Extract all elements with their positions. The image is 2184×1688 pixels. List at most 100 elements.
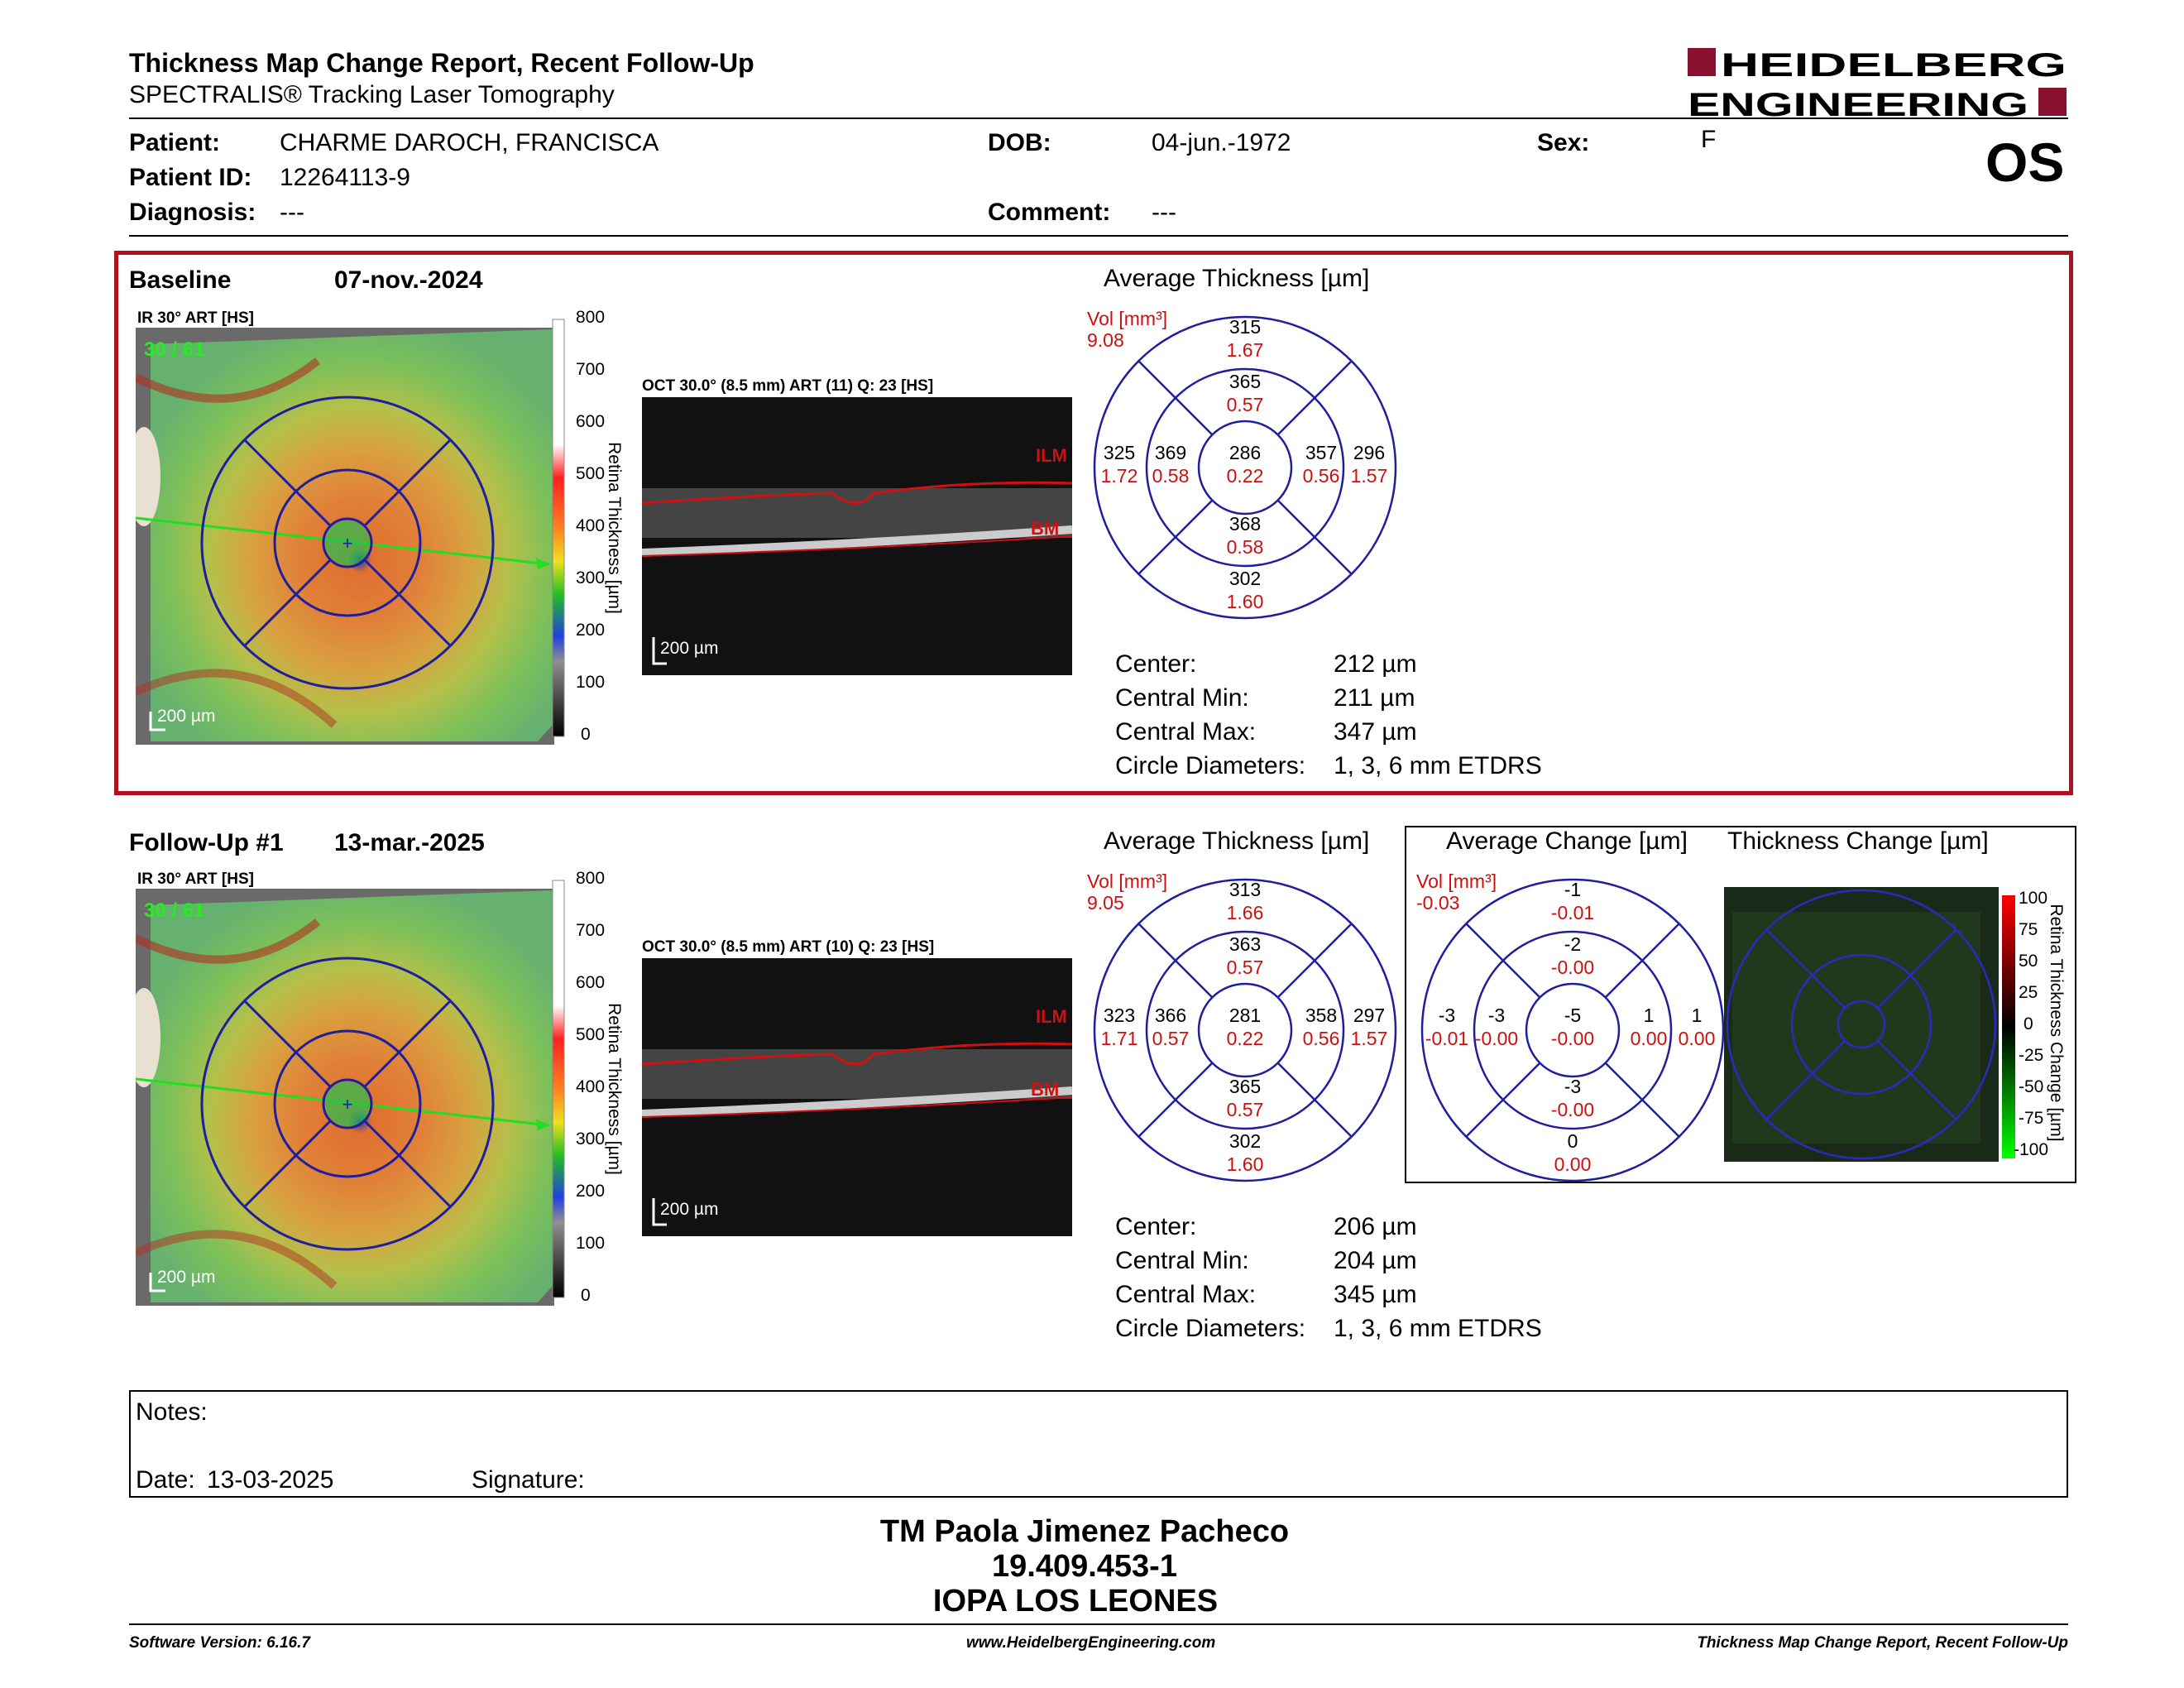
heidelberg-logo: HEIDELBERG ENGINEERING (1688, 47, 2067, 121)
grid-value: -3 (1564, 1076, 1582, 1097)
baseline-tick: 400 (576, 516, 606, 535)
followup-colorbar (552, 880, 565, 1298)
followup-oct-image: ILM BM 200 µm (642, 958, 1072, 1236)
diagnosis-label: Diagnosis: (129, 199, 256, 226)
footer-software-version: Software Version: 6.16.7 (129, 1634, 310, 1652)
baseline-oct-caption: OCT 30.0° (8.5 mm) ART (11) Q: 23 [HS] (642, 377, 934, 395)
dob-label: DOB: (988, 129, 1051, 156)
patient-id: 12264113-9 (280, 164, 410, 191)
grid-vol: 1.66 (1226, 902, 1264, 923)
change-tick: 25 (2019, 983, 2038, 1002)
patient-name: CHARME DAROCH, FRANCISCA (280, 129, 659, 156)
baseline-stat-label: Circle Diameters: (1115, 752, 1306, 779)
followup-oct-scale: 200 µm (660, 1200, 718, 1219)
grid-value: 369 (1154, 442, 1187, 463)
followup-ir-art: 30 / 61 (144, 899, 204, 922)
footer-website[interactable]: www.HeidelbergEngineering.com (966, 1634, 1216, 1652)
baseline-frame (114, 251, 2073, 795)
change-etdrs-grid (1420, 878, 1725, 1182)
baseline-ir-scale: 200 µm (157, 707, 215, 726)
followup-date: 13-mar.-2025 (334, 829, 485, 856)
baseline-oct-image: ILM BM 200 µm (642, 397, 1072, 675)
baseline-date: 07-nov.-2024 (334, 266, 483, 294)
grid-vol: 0.57 (1226, 394, 1264, 415)
followup-stat-label: Center: (1115, 1213, 1197, 1240)
grid-vol: 0.58 (1226, 536, 1264, 558)
baseline-oct-scale: 200 µm (660, 639, 718, 658)
grid-vol: 0.22 (1226, 1028, 1264, 1049)
followup-tick: 0 (581, 1286, 591, 1305)
grid-vol: 0.57 (1226, 957, 1264, 978)
baseline-tick: 0 (581, 725, 591, 744)
report-title: Thickness Map Change Report, Recent Foll… (129, 48, 754, 78)
baseline-bm-label: BM (1031, 518, 1059, 539)
grid-value: -3 (1438, 1005, 1456, 1026)
grid-vol: -0.00 (1474, 1028, 1519, 1049)
followup-stat-label: Central Min: (1115, 1247, 1249, 1274)
followup-tick: 400 (576, 1077, 606, 1096)
baseline-avg-title: Average Thickness [µm] (1104, 265, 1370, 292)
followup-tick: 700 (576, 921, 606, 940)
grid-value: 313 (1228, 879, 1262, 900)
grid-value: 366 (1154, 1005, 1187, 1026)
change-tick: -25 (2019, 1046, 2044, 1065)
patient-id-label: Patient ID: (129, 164, 252, 191)
grid-vol: 1.57 (1350, 465, 1388, 487)
baseline-ir-caption: IR 30° ART [HS] (137, 309, 254, 327)
grid-value: 286 (1228, 442, 1262, 463)
followup-grid-values: 313 1.66 363 0.57 323 1.71 366 0.57 281 … (1092, 877, 1398, 1183)
grid-value: -3 (1487, 1005, 1506, 1026)
followup-ir-caption: IR 30° ART [HS] (137, 870, 254, 888)
baseline-tick: 500 (576, 464, 606, 483)
comment-value: --- (1152, 199, 1176, 226)
followup-oct-caption: OCT 30.0° (8.5 mm) ART (10) Q: 23 [HS] (642, 938, 935, 956)
change-title: Average Change [µm] (1446, 827, 1688, 855)
grid-value: 357 (1305, 442, 1338, 463)
grid-vol: 1.72 (1100, 465, 1138, 487)
grid-vol: 0.56 (1302, 465, 1340, 487)
notes-box[interactable] (129, 1390, 2068, 1498)
grid-value: 0 (1567, 1130, 1578, 1152)
logo-line2: ENGINEERING (1688, 87, 2028, 121)
diagnosis-value: --- (280, 199, 304, 226)
change-vol-label: Vol [mm³] (1416, 870, 1497, 892)
signature-label: Signature: (472, 1466, 585, 1494)
sex-value: F (1701, 126, 1717, 153)
grid-vol: -0.00 (1550, 1099, 1595, 1120)
grid-vol: 1.67 (1226, 339, 1264, 361)
eye-label: OS (1985, 132, 2065, 193)
baseline-tick: 200 (576, 621, 606, 640)
baseline-tick: 600 (576, 412, 606, 431)
change-grid-values: -1 -0.01 -2 -0.00 -3 -0.01 -3 -0.00 -5 -… (1420, 877, 1726, 1183)
baseline-label: Baseline (129, 266, 232, 294)
change-vol-value: -0.03 (1416, 892, 1460, 914)
change-tick: -50 (2019, 1077, 2044, 1096)
grid-vol: 0.00 (1678, 1028, 1716, 1049)
grid-vol: 0.57 (1226, 1099, 1264, 1120)
grid-value: 297 (1353, 1005, 1386, 1026)
change-tick: -75 (2019, 1109, 2044, 1128)
grid-vol: 0.22 (1226, 465, 1264, 487)
followup-colorbar-title: Retina Thickness [µm] (605, 1003, 624, 1175)
baseline-vol-label: Vol [mm³] (1087, 308, 1168, 329)
notes-label: Notes: (136, 1398, 208, 1426)
signer-org: IOPA LOS LEONES (932, 1584, 1219, 1618)
baseline-colorbar (552, 319, 565, 737)
followup-stat-value: 206 µm (1334, 1213, 1417, 1240)
change-colorbar-title: Retina Thickness Change [µm] (2047, 904, 2066, 1142)
grid-value: 315 (1228, 316, 1262, 338)
grid-value: 365 (1228, 371, 1262, 392)
baseline-tick: 300 (576, 568, 606, 587)
followup-etdrs-grid (1093, 878, 1397, 1182)
followup-ir-scale: 200 µm (157, 1268, 215, 1287)
followup-stat-label: Circle Diameters: (1115, 1315, 1306, 1342)
baseline-stat-value: 211 µm (1334, 684, 1415, 712)
grid-value: 302 (1228, 1130, 1262, 1152)
followup-tick: 100 (576, 1234, 606, 1253)
grid-vol: -0.01 (1425, 1028, 1469, 1049)
grid-vol: 1.71 (1100, 1028, 1138, 1049)
baseline-vol-value: 9.08 (1087, 329, 1124, 351)
change-box (1405, 826, 2076, 1183)
baseline-stat-value: 1, 3, 6 mm ETDRS (1334, 752, 1542, 779)
change-tick: 0 (2024, 1014, 2033, 1033)
